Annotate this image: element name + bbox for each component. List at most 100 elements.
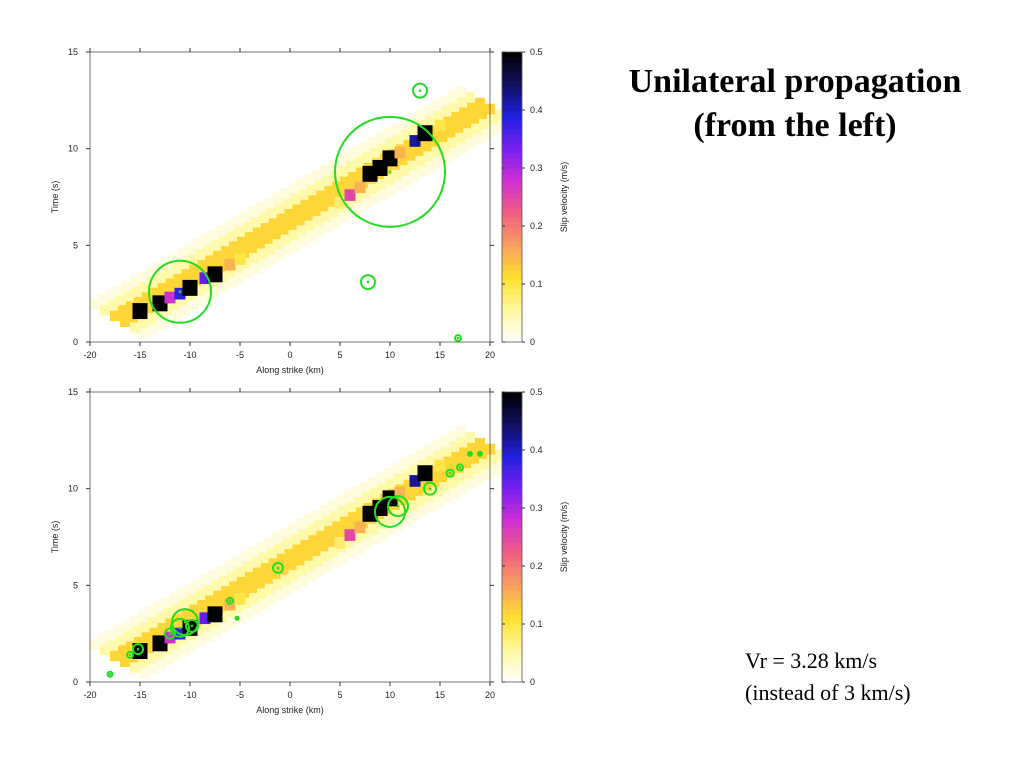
band-cell: [348, 511, 359, 523]
colorbar-segment: [502, 158, 522, 164]
source-center: [168, 632, 172, 635]
band-cell: [251, 603, 262, 614]
slip-patch: [152, 295, 168, 312]
band-cell: [455, 132, 466, 144]
band-cell: [401, 175, 412, 187]
band-cell: [378, 189, 389, 200]
band-cell: [290, 193, 301, 205]
colorbar-segment: [502, 211, 522, 217]
band-cell: [288, 229, 299, 241]
band-cell: [314, 179, 325, 191]
band-cell: [97, 294, 108, 305]
x-tick-label: 5: [337, 690, 342, 700]
band-cell: [213, 250, 224, 262]
colorbar-segment: [502, 327, 522, 333]
colorbar-segment: [502, 119, 522, 126]
x-tick-label: 5: [337, 350, 342, 360]
band-cell: [423, 151, 434, 162]
band-cell: [201, 620, 212, 632]
band-cell: [338, 506, 349, 517]
band-cell: [250, 556, 261, 568]
band-cell: [266, 547, 277, 559]
colorbar: 0 0.1 0.2 0.3 0.4 0.5 Slip velocity (m/s): [501, 387, 569, 687]
band-cell: [242, 561, 253, 573]
band-cell: [216, 565, 227, 576]
band-cell: [308, 195, 319, 206]
colorbar-segment: [502, 66, 522, 72]
band-cell: [145, 652, 156, 664]
band-cell: [274, 203, 285, 214]
colorbar-segment: [502, 56, 522, 63]
y-axis: 0 5 10 15: [68, 47, 494, 347]
band-cell: [169, 252, 180, 264]
band-cell: [187, 253, 198, 265]
slip-patches: [119, 119, 446, 320]
colorbar-segment: [502, 124, 522, 130]
band-cell: [169, 592, 180, 604]
band-cell: [243, 607, 254, 619]
colorbar-segment: [502, 308, 522, 314]
source-center: [228, 599, 232, 603]
band-cell: [383, 467, 394, 479]
colorbar-segment: [502, 206, 522, 213]
band-cell: [282, 244, 293, 256]
band-cell: [453, 462, 464, 473]
band-cell: [433, 450, 444, 462]
colorbar-segment: [502, 633, 522, 640]
colorbar-segment: [502, 298, 522, 304]
x-axis-label: Along strike (km): [256, 365, 324, 375]
band-cell: [259, 598, 270, 610]
y-axis-label: Time (s): [50, 181, 60, 214]
band-cell: [405, 149, 416, 161]
band-cell: [447, 137, 458, 148]
band-cell: [189, 604, 200, 615]
slip-patch: [434, 459, 446, 472]
band-cell: [140, 667, 150, 679]
band-cell: [359, 141, 370, 153]
colorbar-segment: [502, 85, 522, 92]
slip-patch: [224, 258, 236, 271]
band-cell: [330, 557, 341, 568]
colorbar-segment: [502, 628, 522, 635]
source-circle: [132, 643, 144, 656]
band-cell: [259, 258, 270, 270]
band-cell: [249, 592, 260, 604]
x-axis-label: Along strike (km): [256, 705, 324, 715]
slip-patch: [382, 150, 398, 167]
colorbar-segment: [502, 259, 522, 266]
band-cell: [335, 495, 346, 507]
heatmap-panel-bottom: -20 -15 -10 -5 0 5 10 15 20 Along strike (km) 0 5 10…: [40, 380, 580, 725]
source-center: [458, 466, 462, 469]
source-circles: [148, 82, 462, 343]
band-cell: [268, 218, 279, 229]
colorbar-segment: [502, 293, 522, 300]
source-circle: [477, 450, 483, 457]
band-cell: [473, 133, 484, 145]
band-cell: [463, 128, 474, 139]
band-cell: [97, 634, 108, 645]
source-circle: [126, 650, 134, 659]
band-cell: [129, 615, 140, 627]
band-cell: [370, 193, 381, 205]
colorbar-segment: [502, 619, 522, 625]
band-cell: [211, 580, 222, 591]
band-cell: [338, 166, 349, 177]
band-cell: [232, 555, 243, 567]
slip-patch: [354, 181, 366, 194]
band-cell: [312, 215, 323, 227]
band-cell: [310, 205, 321, 217]
band-cell: [242, 221, 253, 233]
colorbar-segment: [502, 168, 522, 174]
slip-patch: [354, 521, 366, 534]
band-cell: [429, 136, 440, 147]
band-cell: [306, 570, 317, 582]
colorbar-segment: [502, 503, 522, 509]
band-cell: [457, 143, 468, 154]
colorbar-tick-label: 0.3: [530, 503, 543, 513]
band-cell: [276, 553, 287, 565]
source-circle: [387, 495, 409, 518]
colorbar-tick-label: 0.2: [530, 561, 543, 571]
band-cell: [187, 640, 198, 651]
band-cell: [306, 230, 317, 242]
colorbar-segment: [502, 469, 522, 475]
